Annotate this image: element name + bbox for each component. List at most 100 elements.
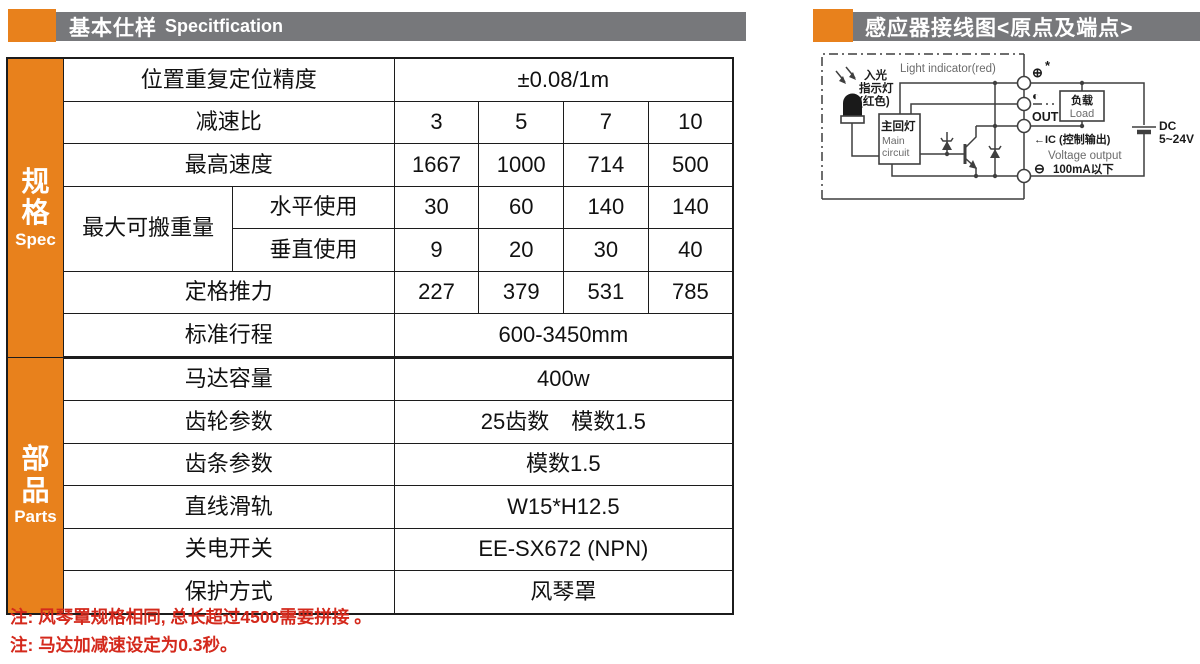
row-label: 关电开关	[62, 527, 395, 571]
light-label-zh-2: 指示灯	[859, 81, 894, 95]
note-line-2: 注: 马达加减速设定为0.3秒。	[10, 635, 238, 655]
table-row-protection: 保护方式 风琴罩	[7, 570, 734, 614]
table-row-accuracy: 规格 Spec 位置重复定位精度 ±0.08/1m	[6, 57, 734, 358]
terminal-l	[1016, 96, 1032, 112]
sidebar-parts-en: Parts	[14, 507, 57, 527]
cell: 7	[563, 100, 649, 144]
emitter-arrow-icon	[969, 160, 977, 169]
junction-dot	[944, 151, 950, 157]
minus-terminal-symbol: ⊖	[1034, 161, 1045, 176]
table-row-rail: 直线滑轨 W15*H12.5	[7, 485, 734, 529]
load-box	[1059, 90, 1105, 122]
out-label: OUT	[1032, 110, 1059, 124]
cell: 531	[563, 270, 649, 314]
light-label-zh-3: (红色)	[859, 94, 890, 108]
wire-external-minus	[1030, 134, 1145, 177]
asterisk-mark: *	[1045, 58, 1051, 73]
wire-external-plus	[1030, 82, 1145, 125]
cell: 30	[563, 228, 649, 272]
cell: 10	[647, 100, 734, 144]
row-label: 马达容量	[62, 356, 395, 401]
header-right-title: 感应器接线图<原点及端点>	[865, 16, 1134, 40]
table-row-thrust: 定格推力 227 379 531 785	[7, 270, 734, 314]
row-value: 模数1.5	[393, 442, 734, 486]
cell: 40	[647, 228, 734, 272]
terminal-out	[1016, 118, 1032, 134]
row-sublabel: 水平使用	[232, 185, 395, 229]
row-sublabel: 垂直使用	[232, 228, 395, 272]
wire-bottom-internal	[891, 164, 1018, 177]
led-dome-icon	[843, 93, 862, 116]
row-label: 位置重复定位精度	[62, 57, 395, 102]
junction-dot	[992, 80, 998, 86]
voltage-output-label: Voltage output	[1048, 150, 1122, 162]
table-row-gear: 齿轮参数 25齿数 模数1.5	[7, 400, 734, 444]
row-label-payload: 最大可搬重量	[62, 185, 234, 272]
zener-diode-icon	[990, 149, 1000, 158]
main-circuit-box	[878, 113, 921, 165]
wire-external-out	[1030, 121, 1083, 127]
table-row-payload-vertical: 垂直使用 9 20 30 40	[7, 228, 734, 272]
row-label: 最高速度	[62, 143, 395, 187]
table-row-stroke: 标准行程 600-3450mm	[7, 313, 734, 359]
sidebar-spec: 规格 Spec	[6, 57, 64, 358]
led-base	[840, 115, 865, 124]
sidebar-spec-en: Spec	[15, 229, 56, 249]
header-left-title-en: Specitfication	[165, 16, 284, 36]
cell: 1000	[478, 143, 565, 187]
terminal-plus	[1016, 75, 1032, 91]
cell: 1667	[393, 143, 480, 187]
light-label-zh-1: 入光	[864, 68, 887, 82]
row-value: 400w	[393, 356, 734, 401]
header-left-accent-block	[8, 9, 56, 42]
arrowhead-icon	[839, 76, 846, 84]
table-row-rack: 齿条参数 模数1.5	[7, 442, 734, 486]
wire-plus-to-circuit	[899, 82, 1018, 114]
wire-l-to-circuit	[910, 103, 1018, 114]
cell: 30	[393, 185, 480, 229]
header-right-bar: 感应器接线图<原点及端点>	[853, 12, 1200, 41]
cell: 60	[478, 185, 565, 229]
table-row-switch: 关电开关 EE-SX672 (NPN)	[7, 527, 734, 571]
voltage-limit-label: 100mA以下	[1053, 163, 1114, 176]
terminal-minus	[1016, 168, 1032, 184]
cell: 500	[647, 143, 734, 187]
notes: 注: 风琴罩规格相同, 总长超过4500需要拼接 。 注: 马达加减速设定为0.…	[10, 603, 372, 659]
junction-dot	[992, 173, 998, 179]
cell: 140	[647, 185, 734, 229]
row-label: 标准行程	[62, 313, 395, 359]
row-value: 600-3450mm	[393, 313, 734, 359]
light-indicator-label: Light indicator(red)	[900, 63, 996, 75]
header-right-accent-block	[813, 9, 853, 42]
dc-label: DC	[1159, 119, 1177, 133]
row-label: 直线滑轨	[62, 485, 395, 529]
row-label: 定格推力	[62, 270, 395, 314]
spec-table-container: 规格 Spec 位置重复定位精度 ±0.08/1m 减速比 3 5 7 10 最…	[6, 57, 734, 615]
cell: 379	[478, 270, 565, 314]
cell: 227	[393, 270, 480, 314]
table-row-speed: 最高速度 1667 1000 714 500	[7, 143, 734, 187]
row-label: 齿条参数	[62, 442, 395, 486]
sidebar-spec-zh: 规格	[21, 166, 50, 229]
header-left-title-zh: 基本仕样	[69, 16, 157, 40]
row-value: ±0.08/1m	[393, 57, 734, 102]
plus-terminal-symbol: ⊕	[1032, 65, 1043, 80]
main-circuit-en-1: Main	[882, 135, 905, 147]
row-label: 齿轮参数	[62, 400, 395, 444]
row-value: W15*H12.5	[393, 485, 734, 529]
sidebar-parts-zh: 部品	[21, 443, 50, 506]
cell: 3	[393, 100, 480, 144]
row-value: EE-SX672 (NPN)	[393, 527, 734, 571]
spec-table: 规格 Spec 位置重复定位精度 ±0.08/1m 减速比 3 5 7 10 最…	[6, 57, 734, 615]
load-label-zh: 负载	[1071, 93, 1093, 107]
l-terminal-symbol: ◐	[1032, 89, 1039, 103]
zener2-bar	[988, 145, 1002, 150]
table-row-payload-horizontal: 最大可搬重量 水平使用 30 60 140 140	[7, 185, 734, 272]
row-label: 减速比	[62, 100, 395, 144]
note-line-1: 注: 风琴罩规格相同, 总长超过4500需要拼接 。	[10, 607, 372, 627]
header-left-bar: 基本仕样 Specitfication	[56, 12, 746, 41]
junction-dot	[992, 123, 998, 129]
row-label: 保护方式	[62, 570, 395, 614]
sensor-wiring-diagram: 入光 指示灯 (红色) Light indicator(red) 主回灯 Mai…	[821, 53, 1194, 200]
enclosure-dashdot-border	[821, 53, 1024, 199]
